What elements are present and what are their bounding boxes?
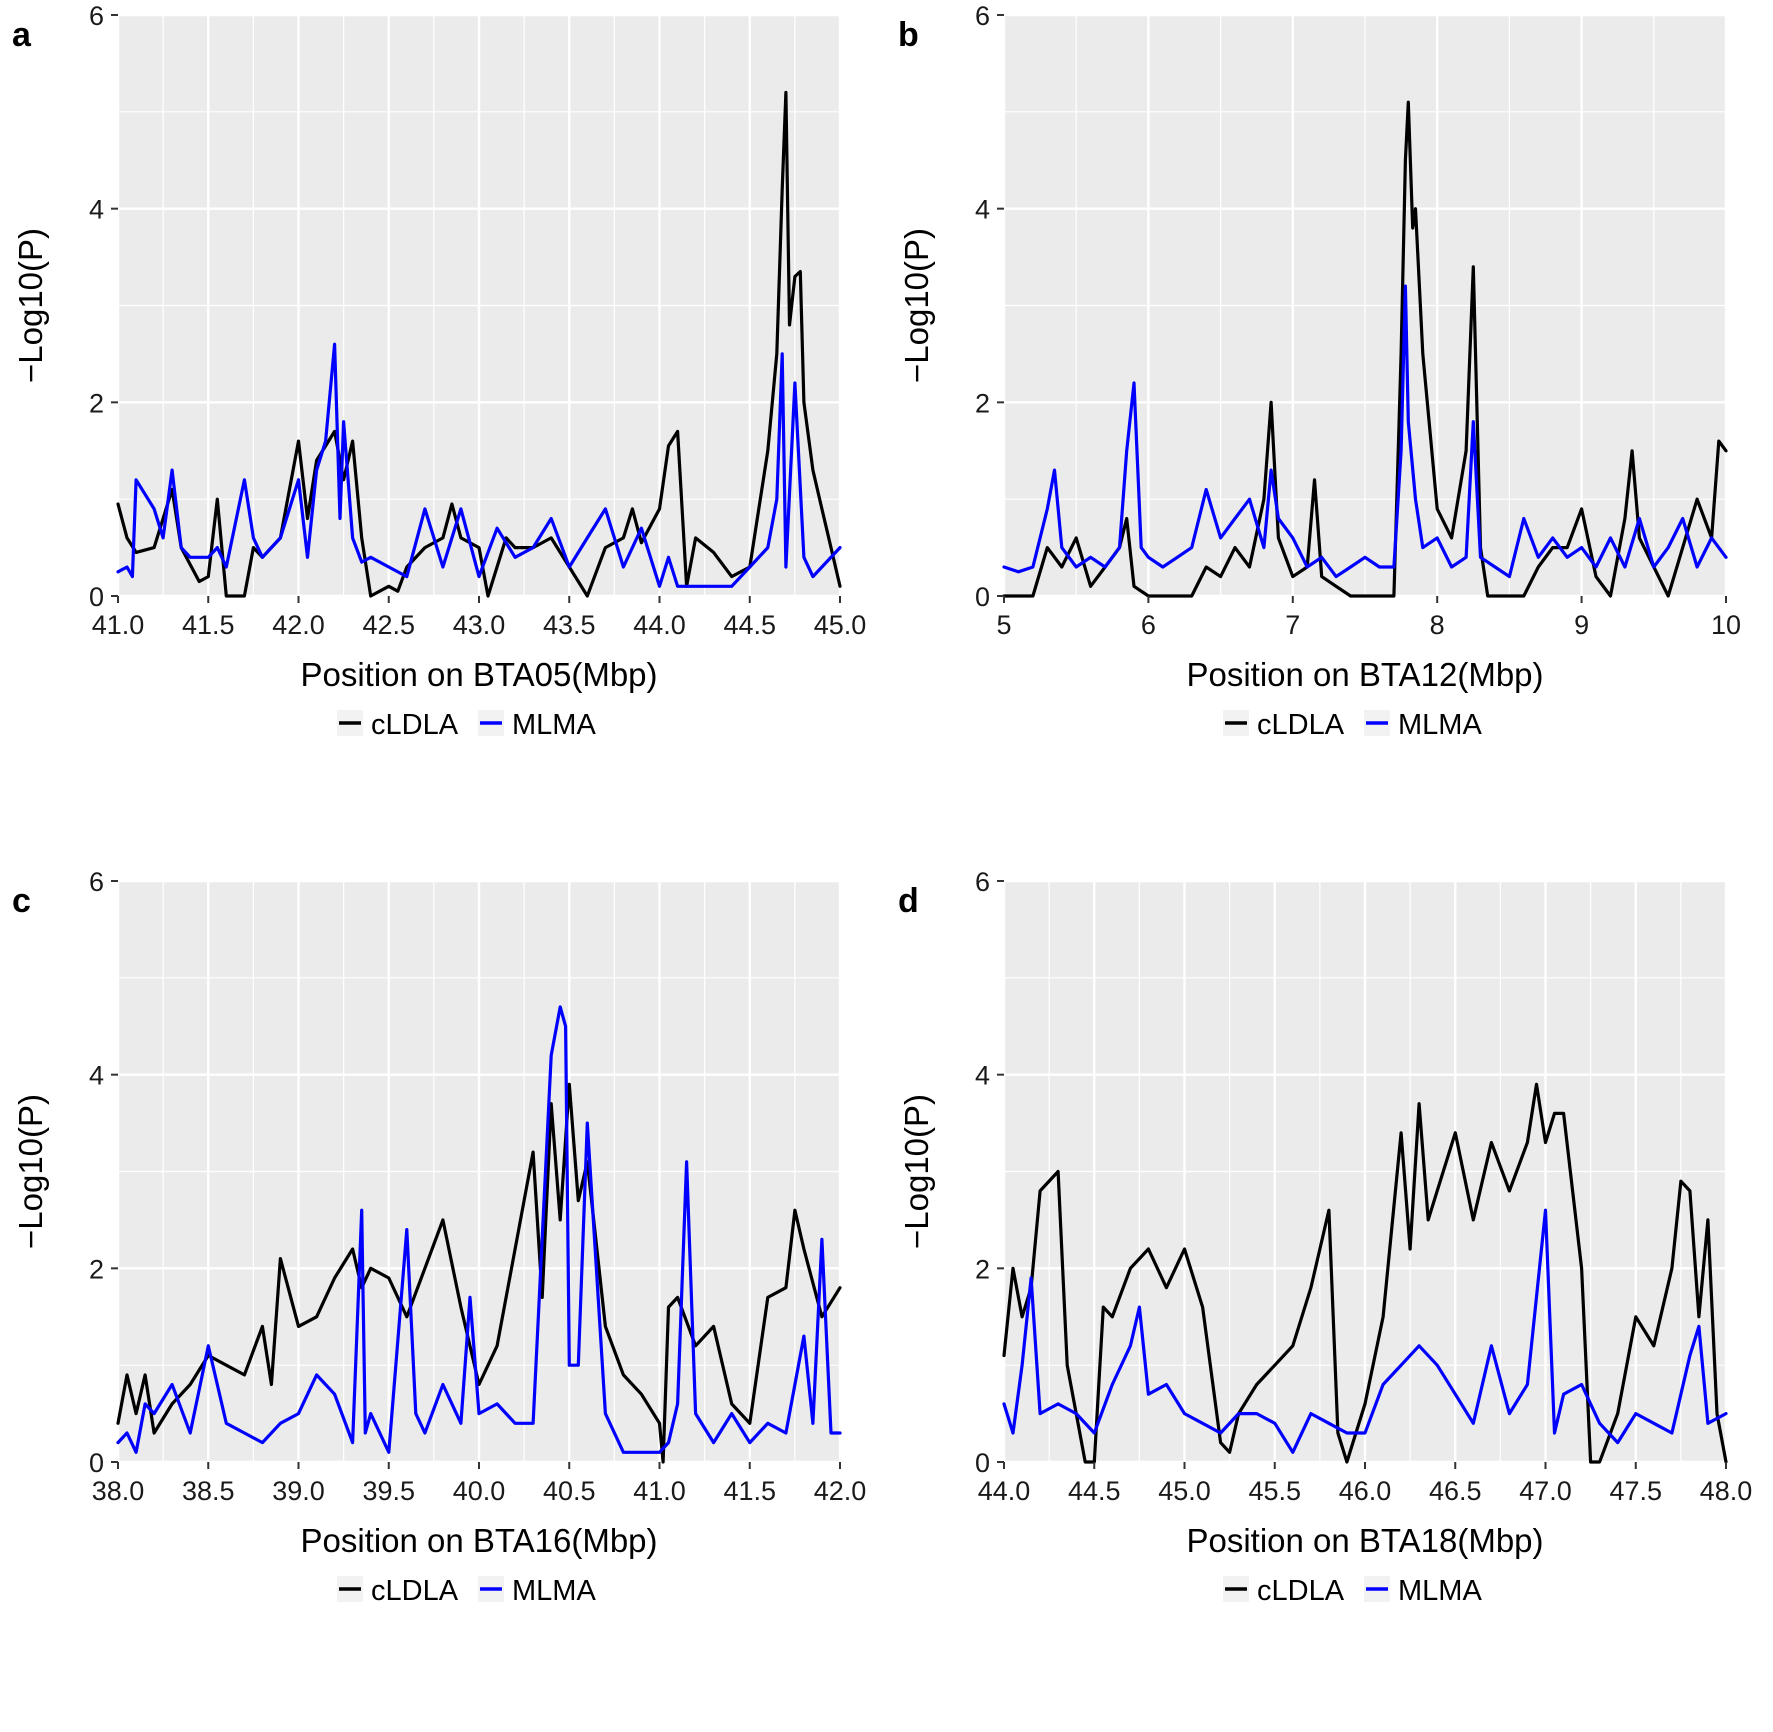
y-axis-title: −Log10(P) (12, 228, 49, 383)
series-line-mlma (116, 342, 842, 588)
x-tick-label: 44.5 (723, 610, 776, 640)
x-axis-title: Position on BTA16(Mbp) (300, 1522, 657, 1559)
legend: cLDLA MLMA (337, 1575, 596, 1607)
legend: cLDLA MLMA (1223, 709, 1482, 741)
x-tick-label: 41.0 (92, 610, 145, 640)
y-axis-title: −Log10(P) (898, 1094, 935, 1249)
x-tick-label: 48.0 (1700, 1476, 1753, 1506)
x-tick-label: 45.0 (1158, 1476, 1211, 1506)
x-tick-label: 42.0 (272, 610, 325, 640)
legend-label-cldla: cLDLA (1257, 709, 1345, 741)
y-tick-label: 0 (89, 582, 104, 612)
chart-svg: 41.0 41.5 42.0 42.5 43.0 43.5 44.0 44.5 45.0 0 2 4 6… (12, 1, 867, 741)
chart-panel-c: 38.0 38.5 39.0 39.5 40.0 40.5 41.0 41.5 42.0 0 2 4 6… (0, 866, 886, 1732)
x-axis-title: Position on BTA12(Mbp) (1186, 656, 1543, 693)
x-tick-label: 46.5 (1429, 1476, 1482, 1506)
x-axis-title: Position on BTA18(Mbp) (1186, 1522, 1543, 1559)
legend-label-cldla: cLDLA (1257, 1575, 1345, 1607)
series-line-cldla (1002, 100, 1728, 598)
y-tick-label: 6 (89, 1, 104, 31)
legend: cLDLA MLMA (337, 709, 596, 741)
y-tick-label: 6 (975, 1, 990, 31)
chart-panel-d: 44.0 44.5 45.0 45.5 46.0 46.5 47.0 47.5 48.0 0 2 4 6… (886, 866, 1772, 1732)
chart-panel-a: 41.0 41.5 42.0 42.5 43.0 43.5 44.0 44.5 45.0 0 2 4 6… (0, 0, 886, 866)
chart-svg: 44.0 44.5 45.0 45.5 46.0 46.5 47.0 47.5 48.0 0 2 4 6… (898, 867, 1753, 1607)
series-line-cldla (116, 1082, 842, 1464)
panel-label: a (12, 16, 32, 54)
y-tick-label: 2 (975, 1254, 990, 1284)
x-axis-title: Position on BTA05(Mbp) (300, 656, 657, 693)
y-tick-label: 4 (89, 1061, 104, 1091)
x-tick-label: 44.5 (1068, 1476, 1121, 1506)
x-tick-label: 41.5 (182, 610, 235, 640)
x-tick-label: 45.0 (814, 610, 867, 640)
y-axis-title: −Log10(P) (12, 1094, 49, 1249)
x-tick-label: 40.0 (453, 1476, 506, 1506)
y-tick-label: 0 (975, 1448, 990, 1478)
panel-label: b (898, 16, 919, 54)
x-tick-label: 47.5 (1609, 1476, 1662, 1506)
x-tick-label: 46.0 (1339, 1476, 1392, 1506)
x-tick-label: 47.0 (1519, 1476, 1572, 1506)
series-line-cldla (116, 90, 842, 598)
x-tick-label: 6 (1141, 610, 1156, 640)
legend: cLDLA MLMA (1223, 1575, 1482, 1607)
y-tick-label: 4 (975, 1061, 990, 1091)
x-tick-label: 44.0 (978, 1476, 1031, 1506)
x-tick-label: 45.5 (1248, 1476, 1301, 1506)
y-tick-label: 2 (89, 1254, 104, 1284)
x-tick-label: 42.5 (362, 610, 415, 640)
x-tick-label: 39.5 (362, 1476, 415, 1506)
y-tick-label: 2 (975, 388, 990, 418)
chart-panel-b: 5 6 7 8 9 10 0 2 4 6 Position on BTA12(Mbp) −Log10(… (886, 0, 1772, 866)
x-tick-label: 43.5 (543, 610, 596, 640)
y-tick-label: 4 (975, 195, 990, 225)
y-tick-label: 4 (89, 195, 104, 225)
y-tick-label: 0 (89, 1448, 104, 1478)
series-line-cldla (1002, 1082, 1728, 1464)
x-tick-label: 38.5 (182, 1476, 235, 1506)
x-tick-label: 39.0 (272, 1476, 325, 1506)
x-tick-label: 10 (1711, 610, 1741, 640)
series-line-mlma (1002, 284, 1728, 579)
legend-label-mlma: MLMA (512, 709, 596, 741)
x-tick-label: 41.5 (723, 1476, 776, 1506)
y-tick-label: 2 (89, 388, 104, 418)
x-tick-label: 5 (996, 610, 1011, 640)
legend-label-cldla: cLDLA (371, 1575, 459, 1607)
y-tick-label: 0 (975, 582, 990, 612)
x-tick-label: 40.5 (543, 1476, 596, 1506)
panel-label: c (12, 882, 31, 920)
chart-svg: 38.0 38.5 39.0 39.5 40.0 40.5 41.0 41.5 42.0 0 2 4 6… (12, 867, 867, 1607)
legend-label-mlma: MLMA (512, 1575, 596, 1607)
x-tick-label: 38.0 (92, 1476, 145, 1506)
y-tick-label: 6 (975, 867, 990, 897)
series-line-mlma (1002, 1208, 1728, 1454)
legend-label-cldla: cLDLA (371, 709, 459, 741)
x-tick-label: 42.0 (814, 1476, 867, 1506)
y-axis-title: −Log10(P) (898, 228, 935, 383)
x-tick-label: 43.0 (453, 610, 506, 640)
series-line-mlma (116, 1005, 842, 1454)
x-tick-label: 9 (1574, 610, 1589, 640)
x-tick-label: 7 (1285, 610, 1300, 640)
x-tick-label: 8 (1430, 610, 1445, 640)
panel-label: d (898, 882, 919, 920)
legend-label-mlma: MLMA (1398, 709, 1482, 741)
x-tick-label: 44.0 (633, 610, 686, 640)
x-tick-label: 41.0 (633, 1476, 686, 1506)
chart-svg: 5 6 7 8 9 10 0 2 4 6 Position on BTA12(Mbp) −Log10(… (898, 1, 1741, 741)
y-tick-label: 6 (89, 867, 104, 897)
legend-label-mlma: MLMA (1398, 1575, 1482, 1607)
